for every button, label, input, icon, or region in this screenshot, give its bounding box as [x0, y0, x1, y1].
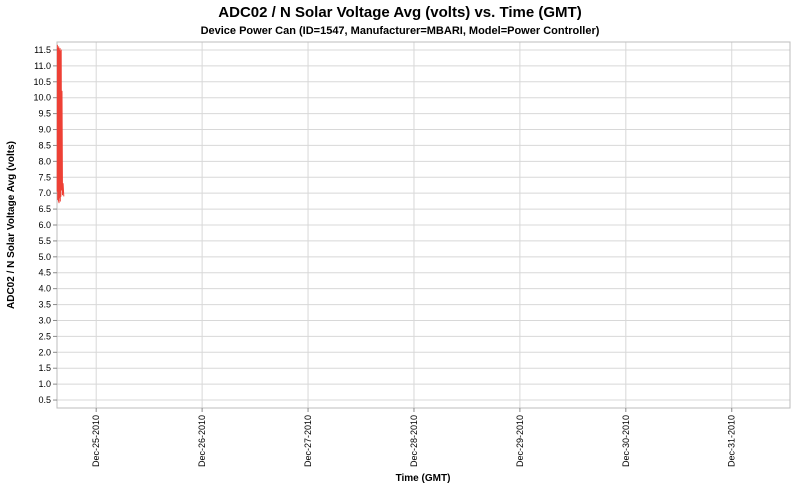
y-tick-label: 11.5: [34, 45, 51, 55]
y-tick-label: 9.0: [38, 125, 51, 135]
chart-title: ADC02 / N Solar Voltage Avg (volts) vs. …: [218, 4, 582, 21]
y-tick-label: 2.0: [38, 347, 51, 357]
y-tick-label: 1.0: [38, 379, 51, 389]
y-tick-label: 6.5: [38, 204, 51, 214]
y-tick-label: 3.5: [38, 300, 51, 310]
y-tick-label: 4.0: [38, 284, 51, 294]
y-tick-label: 8.0: [38, 156, 51, 166]
chart-subtitle: Device Power Can (ID=1547, Manufacturer=…: [200, 25, 600, 37]
y-tick-label: 6.0: [38, 220, 51, 230]
series-line: [56, 44, 65, 204]
x-tick-label: Dec-28-2010: [409, 415, 419, 467]
x-tick-label: Dec-26-2010: [197, 415, 207, 467]
plot-generated: 0.5 1.0 1.5 2.0 2.5 3.0 3.5 4.0 4.5 5.0 5.5 6.0 6.5 7…: [33, 41, 791, 467]
x-tick-label: Dec-30-2010: [621, 415, 631, 467]
y-tick-label: 7.0: [38, 188, 51, 198]
y-tick-label: 9.5: [38, 109, 51, 119]
y-tick-label: 11.0: [34, 61, 51, 71]
x-axis-title: Time (GMT): [396, 473, 451, 484]
y-tick-label: 5.5: [38, 236, 51, 246]
x-tick-label: Dec-31-2010: [727, 415, 737, 467]
y-tick-label: 4.5: [38, 268, 51, 278]
y-tick-label: 5.0: [38, 252, 51, 262]
y-tick-label: 10.0: [33, 93, 51, 103]
y-tick-label: 7.5: [38, 172, 51, 182]
x-tick-label: Dec-27-2010: [303, 415, 313, 467]
x-tick-label: Dec-25-2010: [91, 415, 101, 467]
y-axis-title: ADC02 / N Solar Voltage Avg (volts): [6, 141, 17, 309]
y-tick-label: 3.0: [38, 315, 51, 325]
y-tick-label: 2.5: [38, 331, 51, 341]
y-tick-label: 0.5: [38, 395, 51, 405]
x-tick-label: Dec-29-2010: [515, 415, 525, 467]
y-tick-label: 1.5: [38, 363, 51, 373]
y-tick-label: 8.5: [38, 140, 51, 150]
y-tick-label: 10.5: [33, 77, 51, 87]
